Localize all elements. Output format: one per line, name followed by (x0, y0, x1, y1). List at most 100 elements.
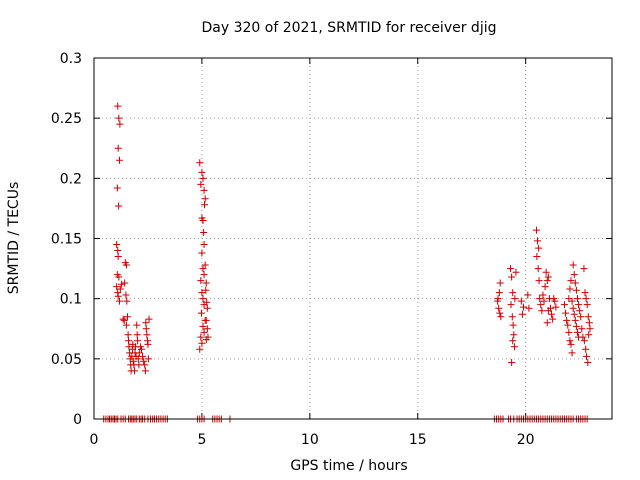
data-point (200, 271, 208, 279)
data-point (510, 331, 518, 339)
x-tick-label: 20 (517, 432, 535, 448)
data-point (538, 307, 546, 315)
data-point (202, 286, 210, 294)
data-point (134, 355, 142, 363)
data-point (199, 295, 207, 303)
data-point (114, 102, 122, 110)
data-point (124, 331, 132, 339)
data-point (123, 297, 131, 305)
data-point (583, 352, 591, 360)
data-point (524, 291, 532, 299)
data-point (200, 241, 208, 249)
data-point (203, 325, 211, 333)
data-point (115, 114, 123, 122)
data-point (113, 184, 121, 192)
data-point (119, 315, 127, 323)
y-axis-label: SRMTID / TECUs (6, 182, 22, 295)
y-tick-label: 0.25 (51, 111, 82, 127)
data-point (539, 291, 547, 299)
data-point (200, 328, 208, 336)
data-point (511, 295, 519, 303)
plot-frame (93, 57, 613, 420)
data-point (201, 261, 209, 269)
data-point (137, 345, 145, 353)
data-point (494, 295, 502, 303)
data-point (199, 265, 207, 273)
data-point (508, 273, 516, 281)
data-point (585, 319, 593, 327)
data-point (567, 277, 575, 285)
axis-ticks: 0 5 10 15 20 0 0.05 0.1 0.15 0.2 0.25 0.3 (51, 51, 612, 448)
data-point (204, 333, 212, 341)
data-point (140, 357, 148, 365)
data-point (125, 337, 133, 345)
data-point (507, 301, 515, 309)
data-point (139, 352, 147, 360)
data-point (572, 286, 580, 294)
data-point (198, 168, 206, 176)
data-point (496, 309, 504, 317)
data-point (122, 321, 130, 329)
data-point (145, 315, 153, 323)
data-points (113, 102, 594, 375)
data-point (584, 313, 592, 321)
chart-title: Day 320 of 2021, SRMTID for receiver dji… (202, 20, 497, 36)
data-point (114, 247, 122, 255)
data-point (135, 349, 143, 357)
data-point (534, 237, 542, 245)
data-point (114, 253, 122, 261)
data-point (580, 265, 588, 273)
data-point (133, 321, 141, 329)
data-point (197, 333, 205, 341)
data-point (507, 265, 515, 273)
data-point (543, 319, 551, 327)
data-point (541, 283, 549, 291)
data-point (122, 291, 130, 299)
data-point (202, 279, 210, 287)
data-point (510, 343, 518, 351)
data-point (142, 325, 150, 333)
data-point (115, 273, 123, 281)
data-point (200, 186, 208, 194)
data-point (580, 337, 588, 345)
x-tick-label: 10 (301, 432, 319, 448)
data-point (118, 280, 126, 288)
data-point (518, 310, 526, 318)
data-point (131, 367, 139, 375)
data-point (113, 241, 121, 249)
data-point (121, 279, 129, 287)
data-point (568, 349, 576, 357)
data-point (199, 216, 207, 224)
data-point (495, 304, 503, 312)
data-point (569, 304, 577, 312)
x-tick-label: 15 (409, 432, 427, 448)
data-point (123, 313, 131, 321)
data-point (116, 285, 124, 293)
data-point (564, 321, 572, 329)
data-point (573, 328, 581, 336)
data-point (200, 228, 208, 236)
data-point (584, 358, 592, 366)
data-point (575, 333, 583, 341)
data-point (565, 328, 573, 336)
data-point (520, 303, 528, 311)
data-point (508, 313, 516, 321)
data-point (141, 367, 149, 375)
data-point (144, 355, 152, 363)
data-point (585, 331, 593, 339)
data-point (197, 277, 205, 285)
data-point (571, 279, 579, 287)
data-point (548, 310, 556, 318)
data-point (535, 244, 543, 252)
data-point (536, 295, 544, 303)
data-point (509, 337, 517, 345)
data-point (533, 253, 541, 261)
y-tick-label: 0 (73, 412, 82, 428)
data-point (509, 321, 517, 329)
data-point (544, 273, 552, 281)
data-point (203, 298, 211, 306)
data-point (532, 226, 540, 234)
data-point (129, 357, 137, 365)
data-point (203, 304, 211, 312)
